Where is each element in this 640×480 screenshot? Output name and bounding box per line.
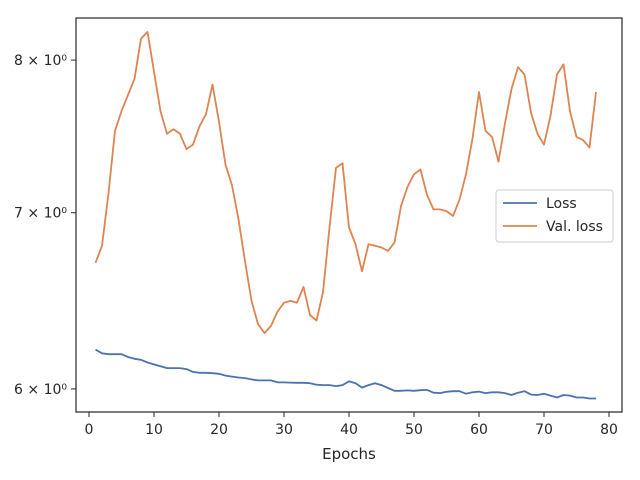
x-tick-label: 50 (405, 422, 423, 438)
y-tick-label: 7 × 10⁰ (14, 206, 67, 222)
x-axis-ticks: 0 10 20 30 40 50 60 70 80 (85, 412, 618, 438)
x-tick-label: 60 (470, 422, 488, 438)
x-tick-label: 80 (600, 422, 618, 438)
x-tick-label: 40 (340, 422, 358, 438)
x-tick-label: 10 (145, 422, 163, 438)
y-tick-label: 8 × 10⁰ (14, 53, 67, 69)
x-tick-label: 20 (210, 422, 228, 438)
legend-label-val-loss: Val. loss (546, 219, 603, 235)
y-tick-label: 6 × 10⁰ (14, 382, 67, 398)
series-layer (94, 30, 597, 400)
x-tick-label: 30 (275, 422, 293, 438)
legend-label-loss: Loss (546, 196, 577, 212)
x-axis-label: Epochs (322, 445, 376, 463)
legend: Loss Val. loss (495, 189, 614, 243)
series-line-loss (95, 348, 596, 400)
series-line-val-loss (94, 30, 597, 335)
x-tick-label: 70 (535, 422, 553, 438)
x-tick-label: 0 (85, 422, 94, 438)
y-axis-ticks: 6 × 10⁰ 7 × 10⁰ 8 × 10⁰ (14, 53, 76, 398)
